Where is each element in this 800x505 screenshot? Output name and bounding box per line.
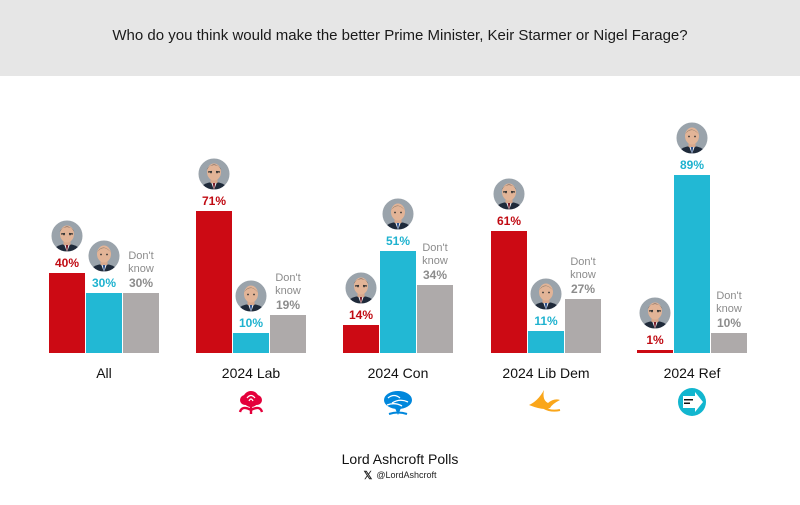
dont-know-label: know [716,303,742,315]
bar [417,285,453,353]
farage-avatar-icon [529,277,563,311]
dont-know-label: Don't [570,256,595,268]
x-logo-icon: 𝕏 [363,470,373,482]
starmer-avatar-icon [638,296,672,330]
bar [49,273,85,353]
labour-rose-icon [238,391,264,414]
data-label: 61% [497,214,521,228]
data-label: 19% [276,298,300,312]
bar [270,315,306,353]
data-label: 27% [571,282,595,296]
footer-handle: @LordAshcroft [376,470,437,480]
bar [674,175,710,353]
category-label: 2024 Lib Dem [502,365,589,381]
data-label: 89% [680,158,704,172]
category-label: 2024 Con [368,365,429,381]
dont-know-label: know [128,263,154,275]
footer-title: Lord Ashcroft Polls [341,451,459,467]
bar [491,231,527,353]
bar-chart: 40%30% 30%Don'tknowAll71%10%19%Don'tknow2… [49,121,747,416]
reform-arrow-icon [678,388,706,416]
starmer-avatar-icon [197,157,231,191]
dont-know-label: Don't [716,290,741,302]
data-label: 30% [92,276,116,290]
conservative-tree-icon [384,391,412,415]
data-label: 51% [386,234,410,248]
farage-avatar-icon [381,197,415,231]
data-label: 34% [423,268,447,282]
bar [343,325,379,353]
dont-know-label: Don't [275,272,300,284]
bar [528,331,564,353]
data-label: 10% [239,316,263,330]
bar [233,333,269,353]
data-label: 10% [717,316,741,330]
dont-know-label: Don't [422,242,447,254]
data-label: 14% [349,308,373,322]
category-label: 2024 Ref [664,365,721,381]
bar [86,293,122,353]
dont-know-label: know [275,285,301,297]
data-label: 40% [55,256,79,270]
data-label: 30% [129,276,153,290]
bar [711,333,747,353]
starmer-avatar-icon [492,177,526,211]
farage-avatar-icon [87,239,121,273]
data-label: 11% [534,314,558,328]
bar [565,299,601,353]
bar [637,350,673,353]
dont-know-label: know [422,255,448,267]
libdem-bird-icon [529,390,561,412]
data-label: 71% [202,194,226,208]
farage-avatar-icon [234,279,268,313]
category-label: 2024 Lab [222,365,281,381]
starmer-avatar-icon [344,271,378,305]
dont-know-label: know [570,269,596,281]
starmer-avatar-icon [50,219,84,253]
category-label: All [96,365,112,381]
footer-handle-row: 𝕏 @LordAshcroft [0,469,800,482]
header-bar: Who do you think would make the better P… [0,0,800,76]
bar [123,293,159,353]
bar [380,251,416,353]
chart-title: Who do you think would make the better P… [112,27,688,44]
farage-avatar-icon [675,121,709,155]
data-label: 1% [646,333,664,347]
dont-know-label: Don't [128,250,153,262]
bar [196,211,232,353]
